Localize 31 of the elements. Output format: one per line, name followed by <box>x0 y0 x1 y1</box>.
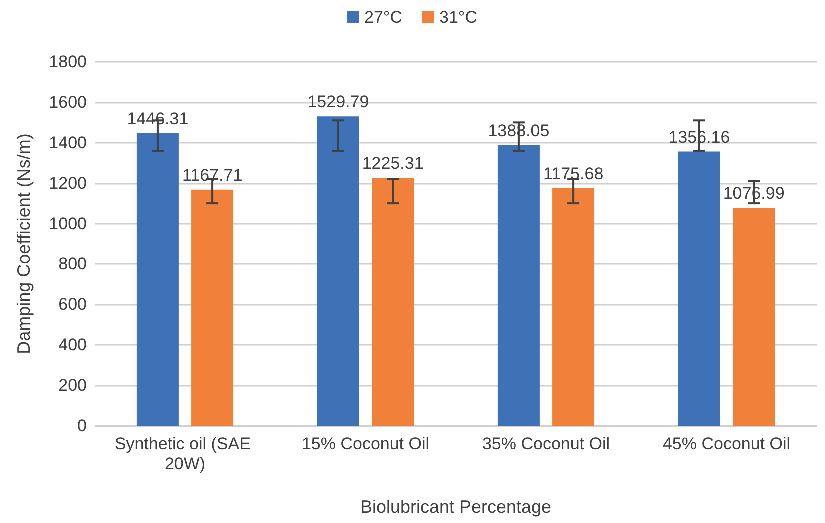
y-axis-title: Damping Coefficient (Ns/m) <box>14 134 34 354</box>
bar <box>136 134 179 426</box>
data-label: 1225.31 <box>362 154 424 174</box>
bar <box>317 116 360 426</box>
data-label: 1529.79 <box>308 92 370 112</box>
x-tick-label: 35% Coconut Oil <box>482 434 610 454</box>
bar <box>372 178 414 426</box>
y-tick-label: 0 <box>78 416 87 436</box>
y-tick-label: 1800 <box>49 52 87 72</box>
y-tick-label: 1400 <box>49 133 87 152</box>
y-tick-label: 600 <box>58 295 87 314</box>
data-label: 1175.68 <box>543 164 604 184</box>
bar <box>498 145 540 426</box>
data-label: 1167.71 <box>182 166 243 185</box>
y-tick-label: 1000 <box>49 214 87 234</box>
bar <box>678 152 720 426</box>
bar <box>733 208 776 426</box>
y-tick-label: 200 <box>58 376 87 396</box>
x-tick-label: 15% Coconut Oil <box>302 434 430 454</box>
legend-label: 31°C <box>440 8 478 27</box>
data-label: 1446.31 <box>127 110 189 129</box>
x-axis-title: Biolubricant Percentage <box>360 497 552 517</box>
legend-label: 27°C <box>364 8 402 27</box>
x-tick-label: Synthetic oil (SAE 20W) <box>114 434 256 474</box>
y-tick-label: 800 <box>58 254 87 274</box>
y-tick-label: 1200 <box>49 174 87 193</box>
bar <box>192 190 234 426</box>
x-tick-label: 45% Coconut Oil <box>662 434 791 454</box>
bar <box>552 188 595 426</box>
y-tick-label: 400 <box>58 336 87 355</box>
y-tick-label: 1600 <box>49 92 87 112</box>
